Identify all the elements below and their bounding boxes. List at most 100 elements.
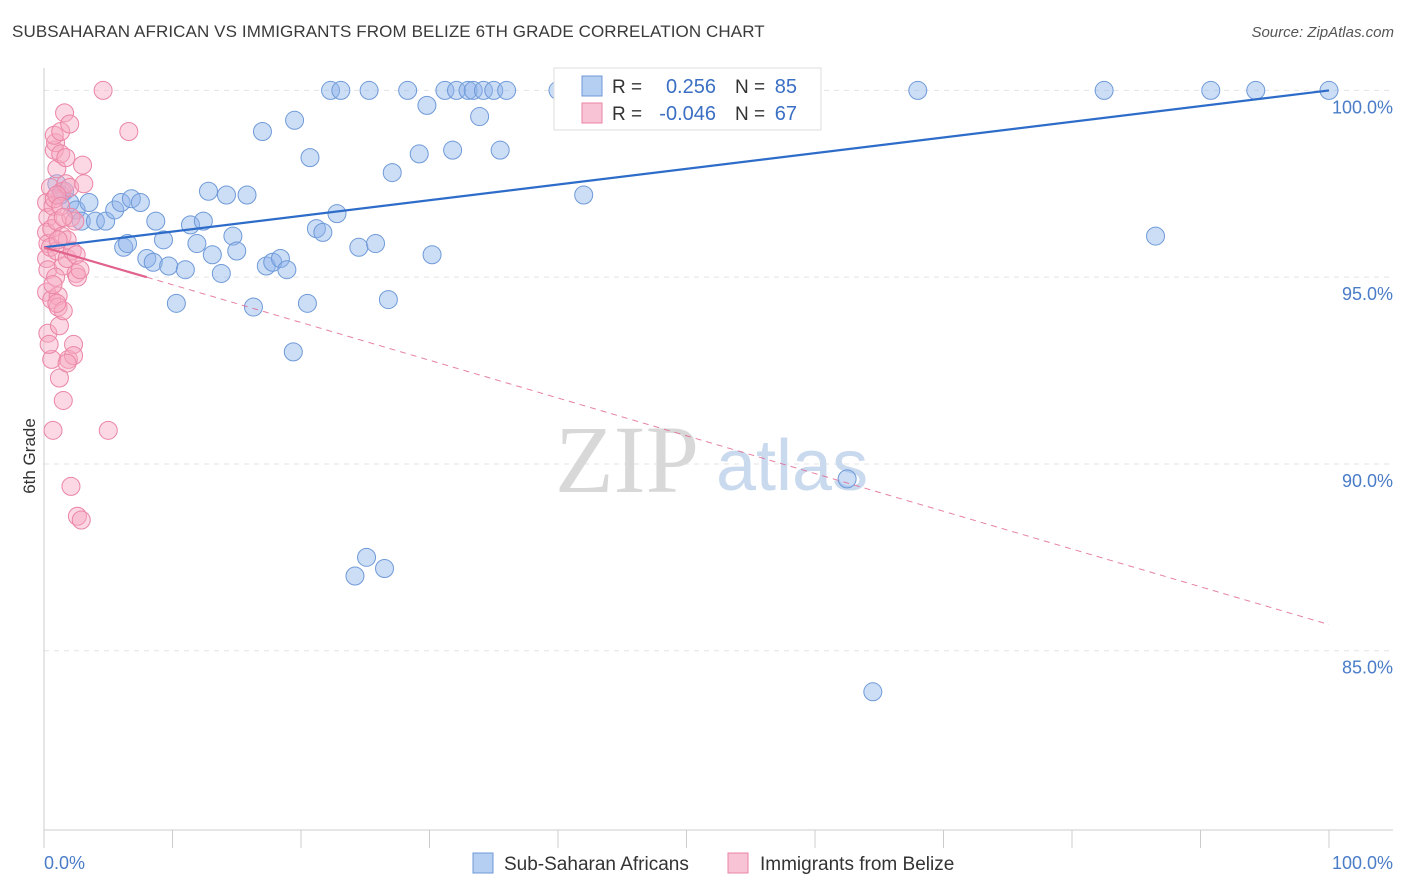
point-subsaharan: [378, 290, 398, 310]
point-subsaharan: [417, 95, 437, 115]
point-subsaharan: [1094, 80, 1114, 100]
point-subsaharan: [105, 200, 125, 220]
series-legend-label-pink: Immigrants from Belize: [760, 854, 954, 875]
point-subsaharan: [85, 211, 105, 231]
watermark-atlas: atlas: [716, 426, 868, 506]
point-belize: [46, 133, 66, 153]
point-subsaharan: [463, 80, 483, 100]
x-tick-label-left: 0.0%: [44, 853, 85, 873]
point-belize: [57, 353, 77, 373]
point-subsaharan: [187, 234, 207, 254]
point-subsaharan: [863, 682, 883, 702]
point-subsaharan: [223, 226, 243, 246]
watermark-zip: ZIP: [555, 406, 699, 513]
point-belize: [67, 267, 87, 287]
point-belize: [44, 140, 64, 160]
y-tick-label: 100.0%: [1332, 97, 1393, 117]
point-belize: [67, 506, 87, 526]
point-subsaharan: [227, 241, 247, 261]
point-subsaharan: [306, 219, 326, 239]
point-subsaharan: [137, 249, 157, 268]
point-subsaharan: [357, 547, 377, 567]
point-subsaharan: [398, 80, 418, 100]
trend-line-belize-extrapolated: [146, 276, 1330, 626]
point-belize: [56, 148, 76, 168]
point-subsaharan: [270, 249, 290, 268]
point-belize: [64, 334, 84, 354]
point-subsaharan: [143, 252, 163, 272]
trend-line-subsaharan: [43, 89, 1330, 249]
legend-n-value-1: 85: [775, 76, 797, 98]
point-belize: [55, 103, 75, 123]
point-subsaharan: [297, 293, 317, 313]
point-subsaharan: [216, 185, 236, 205]
y-tick-label: 95.0%: [1342, 284, 1393, 304]
point-subsaharan: [837, 469, 857, 489]
point-subsaharan: [202, 245, 222, 265]
point-subsaharan: [331, 80, 351, 100]
point-subsaharan: [159, 256, 179, 276]
point-belize: [51, 144, 71, 164]
point-subsaharan: [79, 192, 99, 212]
source-label: Source: ZipAtlas.com: [1251, 24, 1394, 41]
legend-r-label-1: R =: [612, 77, 642, 98]
point-subsaharan: [111, 192, 131, 212]
point-belize: [71, 510, 91, 530]
point-belize: [49, 316, 69, 336]
point-subsaharan: [1201, 80, 1221, 100]
trend-lines: [43, 89, 1330, 626]
point-subsaharan: [574, 185, 594, 205]
point-subsaharan: [382, 163, 402, 183]
y-axis-label: 6th Grade: [20, 418, 39, 494]
point-belize: [49, 368, 69, 388]
point-belize: [62, 241, 82, 261]
axes: [43, 68, 1393, 848]
data-points: [37, 80, 1339, 702]
point-subsaharan: [252, 122, 272, 141]
chart-title: SUBSAHARAN AFRICAN VS IMMIGRANTS FROM BE…: [12, 22, 765, 41]
point-belize: [47, 185, 67, 205]
series-legend: Sub-Saharan Africans Immigrants from Bel…: [472, 852, 954, 875]
point-belize: [53, 390, 73, 410]
legend-swatch-blue: [581, 75, 603, 97]
point-subsaharan: [283, 342, 303, 362]
point-subsaharan: [243, 297, 263, 317]
watermark: ZIP atlas: [555, 406, 868, 513]
point-subsaharan: [166, 293, 186, 313]
point-subsaharan: [1246, 80, 1266, 100]
point-subsaharan: [497, 80, 517, 100]
point-subsaharan: [1146, 226, 1166, 246]
point-subsaharan: [118, 234, 138, 254]
point-subsaharan: [490, 140, 510, 160]
point-subsaharan: [130, 192, 150, 212]
point-belize: [74, 174, 94, 194]
point-subsaharan: [443, 140, 463, 160]
point-subsaharan: [366, 234, 386, 254]
point-subsaharan: [321, 80, 341, 100]
point-belize: [60, 114, 80, 134]
series-legend-swatch-blue: [472, 852, 494, 874]
point-subsaharan: [908, 80, 928, 100]
point-subsaharan: [458, 80, 478, 100]
point-belize: [51, 196, 71, 216]
point-subsaharan: [198, 181, 218, 201]
y-tick-label: 85.0%: [1342, 658, 1393, 678]
point-subsaharan: [327, 204, 347, 224]
legend-n-value-2: 67: [775, 103, 797, 125]
point-subsaharan: [146, 211, 166, 231]
point-subsaharan: [154, 230, 174, 250]
point-belize: [53, 301, 73, 321]
legend-swatch-pink: [581, 102, 603, 124]
point-subsaharan: [446, 80, 466, 100]
point-belize: [47, 293, 67, 313]
point-belize: [42, 349, 62, 369]
point-belize: [61, 476, 81, 496]
point-belize: [53, 207, 73, 227]
point-subsaharan: [313, 222, 333, 242]
point-belize: [64, 346, 84, 366]
grid-lines: 100.0% 95.0% 90.0% 85.0%: [44, 89, 1393, 678]
point-subsaharan: [345, 566, 365, 586]
point-subsaharan: [409, 144, 429, 164]
point-subsaharan: [193, 211, 213, 231]
